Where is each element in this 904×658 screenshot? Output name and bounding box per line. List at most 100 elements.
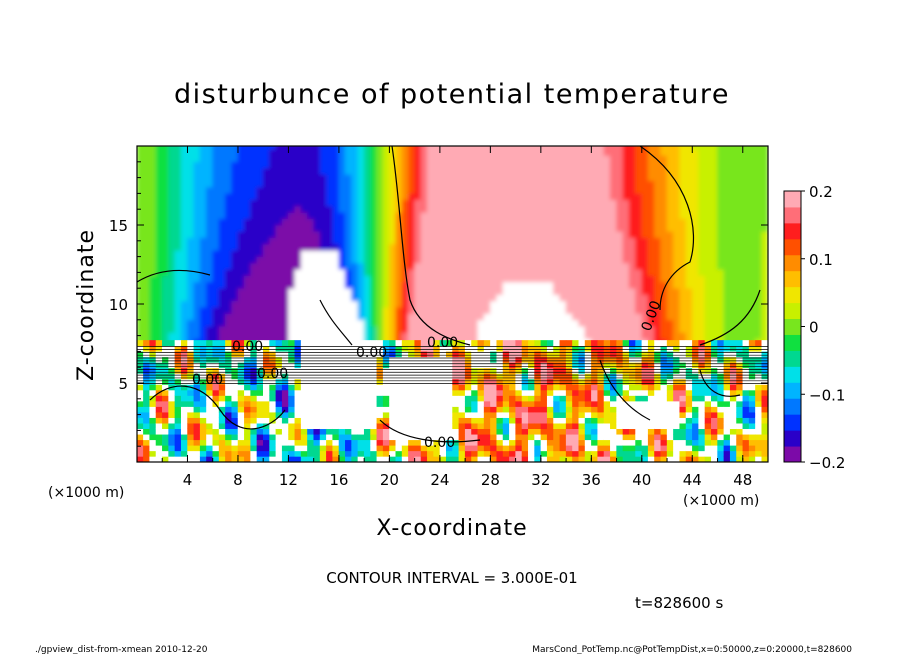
field-cell bbox=[168, 146, 176, 150]
field-cell bbox=[647, 243, 655, 251]
field-cell bbox=[464, 351, 472, 358]
field-cell bbox=[540, 384, 548, 391]
field-cell bbox=[143, 367, 150, 374]
field-cell bbox=[755, 218, 762, 226]
field-cell bbox=[250, 395, 258, 402]
field-cell bbox=[628, 373, 636, 380]
field-cell bbox=[420, 412, 428, 418]
field-cell bbox=[546, 231, 554, 238]
field-cell bbox=[149, 395, 157, 402]
field-cell bbox=[502, 423, 510, 430]
field-cell bbox=[458, 412, 466, 418]
field-cell bbox=[502, 161, 510, 169]
field-cell bbox=[149, 332, 157, 340]
field-cell bbox=[326, 212, 333, 219]
field-cell bbox=[294, 243, 302, 251]
field-cell bbox=[578, 332, 586, 340]
field-cell bbox=[515, 180, 523, 188]
field-cell bbox=[559, 224, 567, 232]
field-cell bbox=[237, 174, 245, 182]
field-cell bbox=[313, 367, 321, 374]
field-cell bbox=[357, 389, 365, 396]
field-cell bbox=[288, 161, 296, 169]
field-cell bbox=[344, 231, 352, 238]
field-cell bbox=[572, 287, 579, 295]
field-cell bbox=[647, 428, 655, 435]
field-cell bbox=[143, 275, 150, 283]
field-cell bbox=[433, 146, 441, 150]
field-cell bbox=[584, 224, 592, 232]
field-cell bbox=[584, 423, 592, 430]
field-cell bbox=[704, 249, 712, 257]
field-cell bbox=[300, 351, 308, 358]
field-cell bbox=[326, 306, 333, 314]
field-cell bbox=[243, 212, 251, 219]
field-cell bbox=[603, 180, 611, 188]
field-cell bbox=[452, 167, 460, 175]
field-cell bbox=[206, 417, 213, 424]
field-cell bbox=[496, 161, 504, 169]
field-cell bbox=[534, 362, 542, 369]
field-cell bbox=[401, 373, 409, 380]
field-cell bbox=[162, 389, 169, 396]
field-cell bbox=[206, 423, 213, 430]
field-cell bbox=[546, 395, 554, 402]
field-cell bbox=[559, 249, 567, 257]
field-cell bbox=[635, 193, 643, 201]
field-cell bbox=[351, 148, 359, 156]
field-cell bbox=[502, 378, 510, 385]
field-cell bbox=[717, 325, 725, 333]
field-cell bbox=[143, 218, 150, 226]
field-cell bbox=[237, 237, 245, 245]
field-cell bbox=[281, 205, 289, 213]
field-cell bbox=[490, 287, 497, 295]
field-cell bbox=[155, 146, 163, 150]
field-cell bbox=[666, 249, 674, 257]
field-cell bbox=[553, 332, 561, 340]
field-cell bbox=[237, 199, 245, 207]
field-cell bbox=[332, 445, 340, 452]
field-cell bbox=[269, 218, 277, 226]
field-cell bbox=[300, 256, 308, 264]
field-cell bbox=[534, 423, 542, 430]
field-cell bbox=[174, 395, 182, 402]
field-cell bbox=[471, 249, 479, 257]
field-cell bbox=[376, 205, 384, 213]
field-cell bbox=[572, 148, 579, 156]
field-cell bbox=[401, 340, 409, 347]
field-cell bbox=[243, 306, 251, 314]
field-cell bbox=[673, 218, 680, 226]
field-cell bbox=[288, 281, 296, 289]
field-cell bbox=[515, 389, 523, 396]
field-cell bbox=[591, 340, 598, 347]
field-cell bbox=[515, 193, 523, 201]
field-cell bbox=[168, 450, 176, 457]
field-cell bbox=[199, 243, 207, 251]
field-cell bbox=[199, 180, 207, 188]
field-cell bbox=[490, 212, 497, 219]
field-cell bbox=[635, 262, 643, 270]
field-cell bbox=[168, 456, 176, 462]
field-cell bbox=[477, 300, 485, 308]
field-cell bbox=[149, 146, 157, 150]
field-cell bbox=[243, 199, 251, 207]
field-cell bbox=[717, 300, 725, 308]
field-cell bbox=[231, 445, 239, 452]
field-cell bbox=[591, 456, 598, 462]
field-cell bbox=[515, 319, 523, 327]
field-cell bbox=[559, 262, 567, 270]
field-cell bbox=[414, 199, 422, 207]
field-cell bbox=[565, 268, 573, 276]
field-cell bbox=[698, 306, 706, 314]
field-cell bbox=[300, 199, 308, 207]
field-cell bbox=[149, 167, 157, 175]
field-cell bbox=[622, 237, 630, 245]
field-cell bbox=[281, 428, 289, 435]
field-cell bbox=[313, 395, 321, 402]
field-cell bbox=[263, 417, 270, 424]
field-cell bbox=[591, 218, 598, 226]
field-cell bbox=[344, 262, 352, 270]
field-cell bbox=[263, 412, 270, 418]
field-cell bbox=[679, 300, 687, 308]
field-cell bbox=[691, 306, 699, 314]
